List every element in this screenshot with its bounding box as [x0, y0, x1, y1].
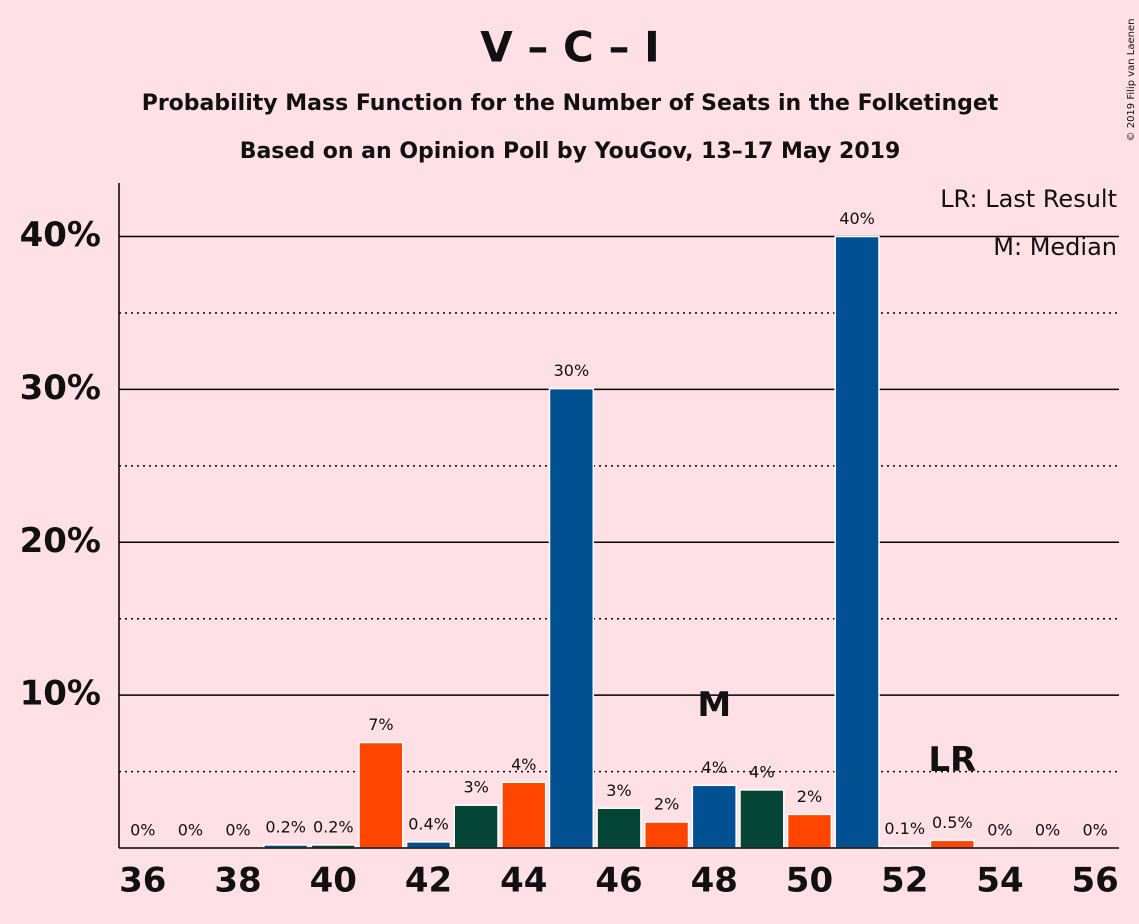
annotation: LR: [928, 740, 976, 780]
value-label: 0%: [130, 821, 155, 840]
bar: [643, 821, 690, 849]
bar: [596, 807, 642, 849]
value-label: 0%: [225, 821, 250, 840]
subtitle: Based on an Opinion Poll by YouGov, 13–1…: [240, 139, 901, 164]
bar: [501, 781, 547, 849]
credit: © 2019 Filip van Laenen: [1126, 19, 1137, 142]
x-tick-label: 38: [214, 861, 261, 901]
x-tick-label: 36: [119, 861, 166, 901]
legend-entry: M: Median: [993, 233, 1117, 261]
subtitle: Probability Mass Function for the Number…: [142, 91, 999, 116]
x-tick-label: 50: [786, 861, 833, 901]
value-label: 0.4%: [408, 814, 449, 833]
bar: [834, 235, 880, 849]
value-label: 0.1%: [884, 819, 925, 838]
y-tick-label: 40%: [20, 215, 101, 255]
bar: [405, 841, 452, 849]
bar: [358, 741, 404, 849]
chart-title: V – C – I: [480, 23, 659, 72]
value-label: 0%: [1082, 821, 1107, 840]
x-tick-label: 54: [976, 861, 1023, 901]
value-label: 3%: [606, 781, 631, 800]
x-tick-label: 40: [310, 861, 357, 901]
value-label: 3%: [463, 778, 488, 797]
x-tick-label: 48: [691, 861, 738, 901]
value-label: 0%: [178, 821, 203, 840]
value-label: 7%: [368, 715, 393, 734]
value-label: 2%: [797, 787, 822, 806]
bar: [929, 839, 975, 849]
bar: [786, 813, 833, 849]
x-tick-label: 46: [595, 861, 642, 901]
y-tick-label: 20%: [20, 521, 101, 561]
bar: [691, 784, 737, 849]
annotation: M: [697, 685, 731, 725]
bar: [453, 804, 499, 849]
value-label: 0%: [987, 821, 1012, 840]
value-label: 2%: [654, 795, 679, 814]
bar: [739, 789, 785, 849]
value-label: 30%: [554, 361, 590, 380]
legend-entry: LR: Last Result: [940, 185, 1117, 213]
y-tick-label: 10%: [20, 674, 101, 714]
value-label: 40%: [839, 209, 875, 228]
y-tick-label: 30%: [20, 368, 101, 408]
bar: [548, 387, 595, 849]
value-label: 0.2%: [313, 817, 354, 836]
value-label: 0.5%: [932, 813, 973, 832]
x-tick-label: 42: [405, 861, 452, 901]
x-tick-label: 52: [881, 861, 928, 901]
x-tick-label: 56: [1072, 861, 1119, 901]
x-tick-label: 44: [500, 861, 547, 901]
value-label: 4%: [511, 755, 536, 774]
value-label: 0.2%: [265, 817, 306, 836]
value-label: 0%: [1035, 821, 1060, 840]
value-label: 4%: [702, 758, 727, 777]
value-label: 4%: [749, 762, 774, 781]
